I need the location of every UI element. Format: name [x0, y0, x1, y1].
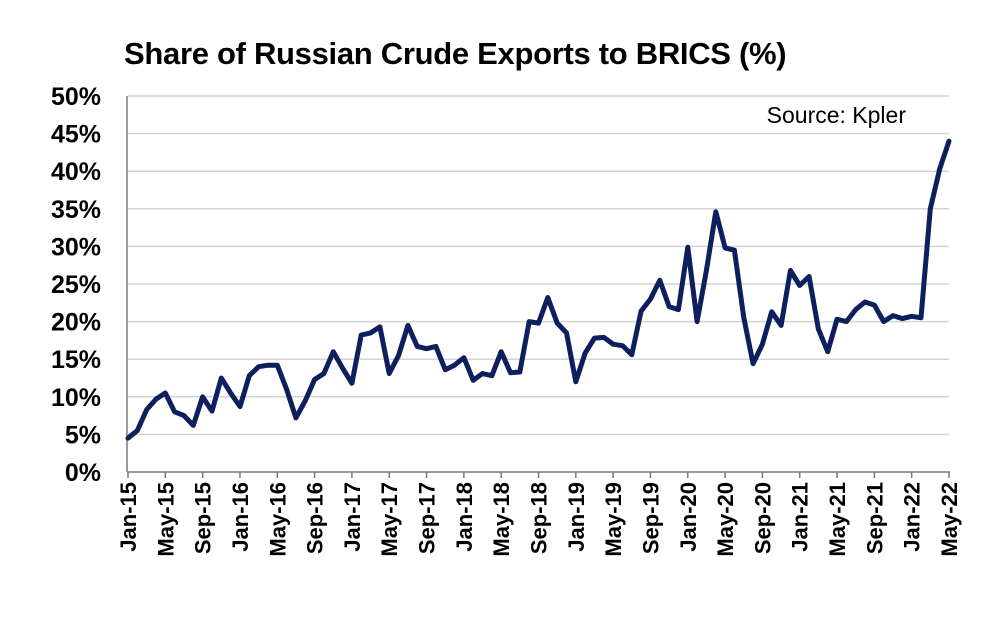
- x-tick-label: May-18: [489, 482, 514, 557]
- x-tick-label: May-22: [937, 482, 962, 557]
- x-tick-label: Jan-15: [116, 482, 141, 552]
- series-layer: [125, 138, 952, 441]
- x-tick-label: Sep-20: [750, 482, 775, 554]
- y-tick-label: 40%: [51, 158, 101, 186]
- x-axis-ticks: Jan-15 May-15 Sep-15 Jan-16 May-16 Sep-16 Jan-…: [116, 472, 962, 557]
- x-tick-label: May-16: [265, 482, 290, 557]
- y-tick-label: 30%: [51, 233, 101, 261]
- y-tick-label: 20%: [51, 309, 101, 337]
- source-note: Source: Kpler: [767, 102, 907, 128]
- x-tick-label: Sep-15: [191, 482, 216, 554]
- x-tick-label: Jan-19: [564, 482, 589, 552]
- y-tick-label: 45%: [51, 121, 101, 149]
- x-tick-label: Sep-16: [303, 482, 328, 554]
- y-tick-label: 25%: [51, 271, 101, 299]
- x-tick-label: Jan-20: [676, 482, 701, 552]
- y-tick-label: 50%: [51, 83, 101, 111]
- x-tick-label: Jan-17: [340, 482, 365, 552]
- x-tick-label: May-17: [377, 482, 402, 557]
- x-tick-label: Jan-21: [788, 482, 813, 552]
- chart-title: Share of Russian Crude Exports to BRICS …: [124, 36, 787, 71]
- x-tick-label: May-20: [713, 482, 738, 557]
- y-tick-label: 10%: [51, 384, 101, 412]
- x-tick-label: May-19: [601, 482, 626, 557]
- gridlines: [128, 95, 949, 436]
- x-tick-label: May-21: [825, 482, 850, 557]
- x-tick-label: May-15: [153, 482, 178, 557]
- y-tick-label: 15%: [51, 346, 101, 374]
- x-tick-label: Jan-16: [228, 482, 253, 552]
- x-tick-label: Sep-17: [415, 482, 440, 554]
- y-tick-label: 5%: [65, 421, 101, 449]
- series-line: [125, 138, 952, 441]
- y-tick-label: 35%: [51, 196, 101, 224]
- x-tick-label: Sep-21: [862, 482, 887, 554]
- y-tick-label: 0%: [65, 459, 101, 487]
- x-tick-label: Sep-18: [527, 482, 552, 554]
- x-tick-label: Sep-19: [638, 482, 663, 554]
- x-tick-label: Jan-22: [900, 482, 925, 552]
- x-tick-label: Jan-18: [452, 482, 477, 552]
- y-axis-ticks: 0% 5% 10% 15% 20% 25% 30% 35% 40% 45% 50%: [51, 83, 101, 487]
